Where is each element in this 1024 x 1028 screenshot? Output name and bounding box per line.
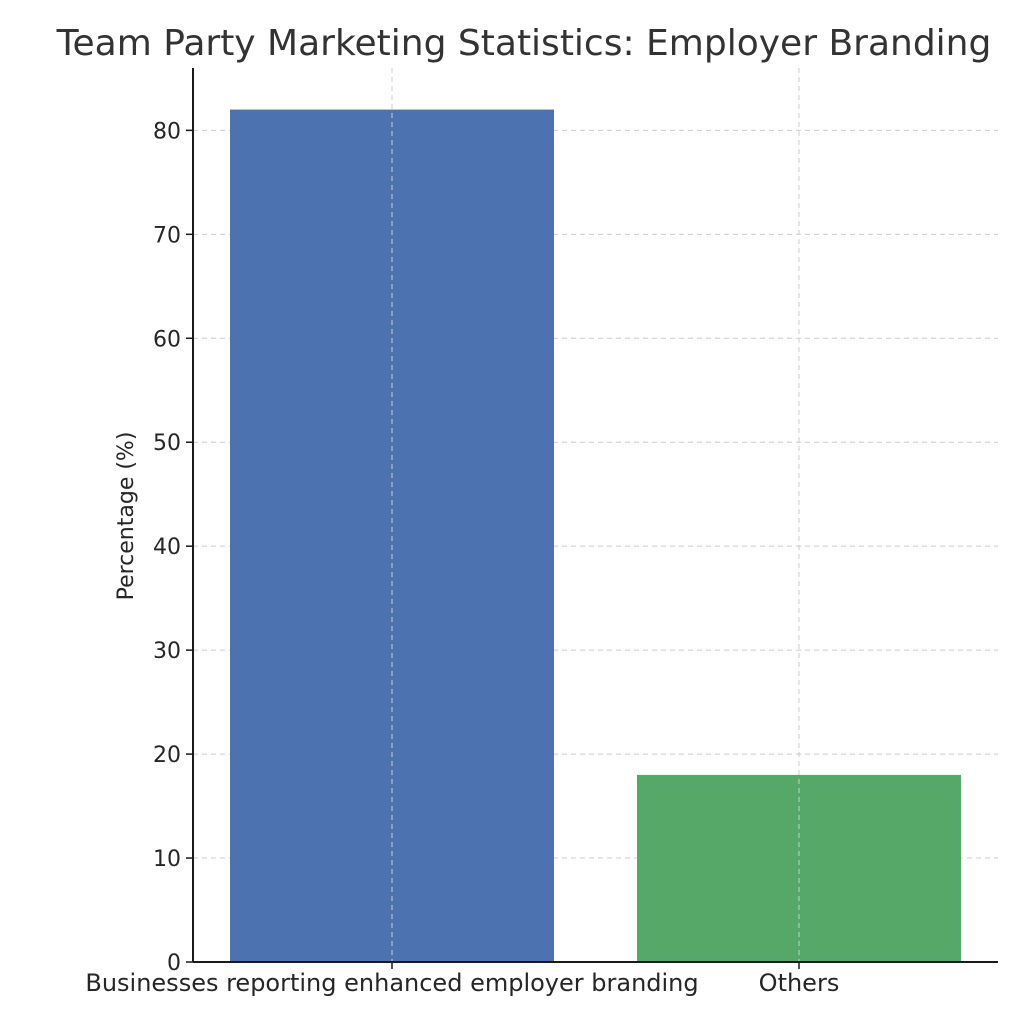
- y-tick-label: 60: [153, 327, 181, 352]
- y-tick-label: 20: [153, 743, 181, 768]
- x-category-label: Others: [759, 969, 840, 997]
- y-ticks-layer: 0 10 20 30 40 50 60 70 80: [153, 119, 193, 976]
- axes-layer: [192, 68, 998, 963]
- x-category-labels: Businesses reporting enhanced employer b…: [85, 962, 839, 997]
- x-category-label: Businesses reporting enhanced employer b…: [85, 969, 698, 997]
- y-tick-label: 80: [153, 119, 181, 144]
- vertical-grid-layer: [391, 68, 800, 962]
- y-tick-label: 40: [153, 535, 181, 560]
- y-tick-label: 30: [153, 639, 181, 664]
- y-axis-label: Percentage (%): [114, 432, 139, 601]
- y-tick-label: 70: [153, 223, 181, 248]
- bars-layer: [230, 109, 961, 962]
- chart-title: Team Party Marketing Statistics: Employe…: [56, 23, 992, 64]
- y-tick-label: 50: [153, 431, 181, 456]
- y-tick-label: 10: [153, 847, 181, 872]
- y-tick-label: 0: [167, 951, 181, 976]
